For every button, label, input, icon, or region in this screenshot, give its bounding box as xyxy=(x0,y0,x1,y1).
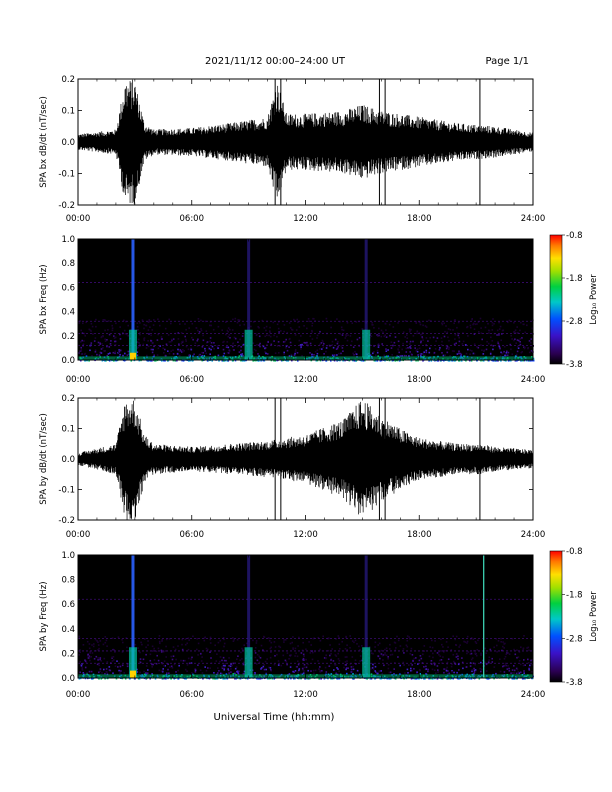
x-tick-label: 12:00 xyxy=(293,375,318,385)
x-tick-label: 12:00 xyxy=(293,690,318,700)
x-tick-label: 24:00 xyxy=(521,690,546,700)
colorbar xyxy=(549,550,563,683)
burst-column xyxy=(247,555,251,678)
x-tick-label: 06:00 xyxy=(180,690,205,700)
x-tick-label: 06:00 xyxy=(180,530,205,540)
x-tick-label: 24:00 xyxy=(521,375,546,385)
x-tick-label: 06:00 xyxy=(180,214,205,224)
y-tick-label: 1.0 xyxy=(61,235,75,245)
x-axis-title: Universal Time (hh:mm) xyxy=(214,712,335,723)
y-axis-title: SPA bx dB/dt (nT/sec) xyxy=(39,96,49,188)
burst-peak xyxy=(129,670,136,678)
y-axis-title: SPA by Freq (Hz) xyxy=(39,581,49,651)
x-tick-label: 18:00 xyxy=(407,690,432,700)
panel-4: -0.8 -1.8 -2.8 -3.8 Log₁₀ Power 1.0 0.8 0.6 0.4 0… xyxy=(39,547,599,700)
x-tick-label: 00:00 xyxy=(66,375,91,385)
x-tick-label: 12:00 xyxy=(293,530,318,540)
panel-2: -0.8 -1.8 -2.8 -3.8 Log₁₀ Power 1.0 0.8 0.6 0.4 0… xyxy=(39,231,599,385)
y-tick-label: 0.2 xyxy=(61,332,75,342)
burst-core xyxy=(362,329,371,360)
burst-column xyxy=(247,239,251,360)
y-tick-label: 0.4 xyxy=(61,625,75,635)
x-tick-label: 18:00 xyxy=(407,214,432,224)
spectrogram-bg xyxy=(78,239,533,360)
colorbar-tick-label: -2.8 xyxy=(566,634,583,644)
x-tick-label: 06:00 xyxy=(180,375,205,385)
burst-column xyxy=(364,239,368,360)
y-tick-label: 1.0 xyxy=(61,551,75,561)
y-tick-label: 0.1 xyxy=(61,425,75,435)
x-tick-label: 00:00 xyxy=(66,214,91,224)
y-tick-label: 0.6 xyxy=(61,283,75,293)
y-tick-label: 0.1 xyxy=(61,107,75,117)
y-tick-label: 0.0 xyxy=(61,455,75,465)
burst-column xyxy=(131,555,135,678)
colorbar xyxy=(549,234,563,365)
y-tick-label: -0.2 xyxy=(58,201,75,211)
x-tick-label: 24:00 xyxy=(521,530,546,540)
colorbar-tick-label: -3.8 xyxy=(566,360,583,370)
burst-core xyxy=(244,647,253,678)
y-axis-title: SPA by dB/dt (nT/sec) xyxy=(39,413,49,505)
burst-core xyxy=(128,647,137,678)
burst-peak xyxy=(129,352,136,360)
x-tick-label: 12:00 xyxy=(293,214,318,224)
x-tick-label: 00:00 xyxy=(66,690,91,700)
header-page: Page 1/1 xyxy=(486,56,529,67)
burst-core xyxy=(128,329,137,360)
burst-column xyxy=(364,555,368,678)
x-tick-label: 24:00 xyxy=(521,214,546,224)
y-tick-label: 0.8 xyxy=(61,576,75,586)
burst-column xyxy=(131,239,135,360)
burst-core xyxy=(362,647,371,678)
colorbar-tick-label: -0.8 xyxy=(566,231,583,241)
signal-trace xyxy=(78,400,533,520)
y-tick-label: 0.4 xyxy=(61,308,75,318)
y-tick-label: 0.8 xyxy=(61,259,75,269)
y-tick-label: 0.0 xyxy=(61,356,75,366)
colorbar-label: Log₁₀ Power xyxy=(589,274,599,325)
y-tick-label: 0.6 xyxy=(61,600,75,610)
y-tick-label: -0.1 xyxy=(58,486,75,496)
panel-1: 0.2 0.1 0.0 -0.1 -0.2 00:00 06:00 12:00 18:00 24:… xyxy=(39,75,545,224)
y-tick-label: 0.2 xyxy=(61,75,75,85)
colorbar-tick-label: -3.8 xyxy=(566,678,583,688)
panel-3: 0.2 0.1 0.0 -0.1 -0.2 00:00 06:00 12:00 18:00 24:… xyxy=(39,394,545,540)
header-title: 2021/11/12 00:00–24:00 UT xyxy=(205,56,346,67)
colorbar-tick-label: -1.8 xyxy=(566,591,583,601)
colorbar-tick-label: -2.8 xyxy=(566,317,583,327)
y-tick-label: 0.0 xyxy=(61,674,75,684)
y-tick-label: 0.0 xyxy=(61,138,75,148)
colorbar-tick-label: -1.8 xyxy=(566,274,583,284)
y-tick-label: 0.2 xyxy=(61,394,75,404)
y-axis-title: SPA bx Freq (Hz) xyxy=(39,264,49,334)
y-tick-label: -0.2 xyxy=(58,516,75,526)
y-tick-label: 0.2 xyxy=(61,649,75,659)
colorbar-label: Log₁₀ Power xyxy=(589,591,599,642)
colorbar-tick-label: -0.8 xyxy=(566,547,583,557)
burst-core xyxy=(244,329,253,360)
y-tick-label: -0.1 xyxy=(58,170,75,180)
x-tick-label: 18:00 xyxy=(407,530,432,540)
x-tick-label: 00:00 xyxy=(66,530,91,540)
signal-trace xyxy=(78,79,533,205)
x-tick-label: 18:00 xyxy=(407,375,432,385)
